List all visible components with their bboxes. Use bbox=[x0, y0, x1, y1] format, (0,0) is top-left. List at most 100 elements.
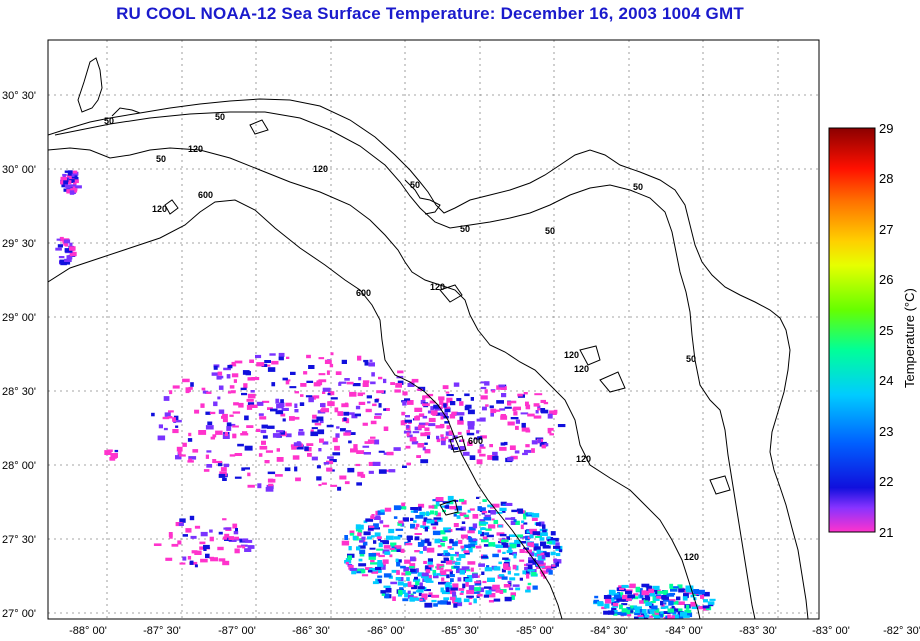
contour-label: 600 bbox=[198, 190, 213, 200]
sst-pixel bbox=[662, 599, 670, 602]
sst-pixel bbox=[413, 509, 418, 513]
sst-pixel bbox=[281, 407, 289, 411]
sst-pixel bbox=[393, 536, 401, 540]
sst-pixel bbox=[527, 536, 532, 539]
sst-pixel bbox=[476, 496, 480, 499]
sst-pixel bbox=[532, 560, 537, 565]
sst-pixel bbox=[622, 599, 629, 602]
sst-pixel bbox=[247, 484, 255, 488]
sst-pixel bbox=[490, 413, 494, 417]
sst-pixel bbox=[470, 540, 478, 545]
sst-pixel bbox=[508, 546, 512, 551]
sst-pixel bbox=[445, 587, 450, 592]
sst-pixel bbox=[490, 510, 496, 515]
sst-pixel bbox=[203, 469, 210, 472]
sst-pixel bbox=[485, 404, 489, 407]
sst-pixel bbox=[406, 424, 410, 429]
sst-pixel bbox=[349, 532, 354, 536]
sst-pixel bbox=[493, 519, 499, 524]
sst-pixel bbox=[361, 574, 369, 577]
sst-pixel bbox=[488, 542, 496, 547]
sst-pixel bbox=[619, 604, 623, 610]
sst-pixel bbox=[644, 612, 648, 616]
sst-pixel bbox=[396, 559, 402, 563]
sst-pixel bbox=[464, 552, 470, 555]
sst-pixel bbox=[177, 540, 182, 545]
contour-label: 120 bbox=[313, 164, 328, 174]
sst-pixel bbox=[402, 465, 407, 468]
sst-pixel bbox=[424, 602, 433, 608]
sst-pixel bbox=[376, 569, 382, 573]
sst-pixel bbox=[424, 442, 428, 445]
sst-pixel bbox=[361, 392, 366, 395]
sst-pixel bbox=[221, 415, 227, 419]
sst-pixel bbox=[158, 424, 163, 429]
lon-label: -86° 30' bbox=[292, 625, 330, 637]
sst-pixel bbox=[506, 549, 513, 554]
sst-pixel bbox=[510, 592, 516, 597]
sst-pixel bbox=[344, 535, 348, 540]
sst-pixel bbox=[477, 436, 483, 440]
sst-pixel bbox=[684, 609, 692, 614]
sst-pixel bbox=[328, 401, 335, 407]
sst-pixel bbox=[318, 448, 322, 452]
sst-pixel bbox=[400, 420, 406, 426]
sst-pixel bbox=[504, 558, 511, 562]
sst-pixel bbox=[458, 554, 466, 559]
sst-pixel bbox=[467, 509, 471, 513]
sst-pixel bbox=[528, 557, 533, 561]
sst-pixel bbox=[432, 530, 441, 536]
sst-pixel bbox=[414, 550, 420, 553]
sst-pixel bbox=[334, 445, 340, 451]
sst-pixel bbox=[442, 536, 448, 541]
sst-pixel bbox=[449, 554, 457, 557]
sst-pixel bbox=[377, 510, 385, 515]
sst-pixel bbox=[379, 520, 384, 524]
sst-pixel bbox=[175, 425, 179, 428]
sst-pixel bbox=[329, 363, 334, 368]
sst-pixel bbox=[481, 571, 485, 575]
sst-pixel bbox=[509, 552, 514, 555]
lat-label: 27° 30' bbox=[2, 534, 36, 546]
contour-label: 50 bbox=[460, 224, 470, 234]
sst-pixel bbox=[541, 555, 546, 560]
sst-pixel bbox=[491, 518, 495, 521]
sst-pixel bbox=[398, 520, 404, 524]
sst-pixel bbox=[427, 558, 433, 563]
sst-pixel bbox=[454, 554, 462, 557]
sst-pixel bbox=[348, 440, 352, 444]
sst-pixel bbox=[242, 431, 248, 434]
sst-pixel bbox=[413, 520, 417, 523]
sst-pixel bbox=[311, 419, 319, 423]
sst-pixel bbox=[234, 536, 239, 540]
coastline-bay-2 bbox=[111, 107, 141, 117]
sst-pixel bbox=[349, 567, 358, 571]
sst-pixel bbox=[229, 414, 234, 417]
sst-pixel bbox=[396, 570, 400, 575]
sst-pixel bbox=[671, 615, 675, 619]
sst-pixel bbox=[424, 427, 430, 431]
sst-pixel bbox=[450, 587, 458, 591]
sst-pixel bbox=[282, 377, 288, 381]
sst-pixel bbox=[428, 423, 436, 427]
sst-pixel bbox=[446, 560, 453, 565]
sst-pixel bbox=[685, 604, 690, 610]
sst-pixel bbox=[353, 444, 358, 449]
sst-pixel bbox=[531, 448, 535, 453]
sst-pixel bbox=[443, 597, 450, 600]
sst-pixel bbox=[316, 465, 321, 469]
sst-pixel bbox=[482, 536, 488, 540]
sst-pixel bbox=[411, 378, 419, 383]
sst-pixel bbox=[205, 553, 210, 559]
sst-pixel bbox=[427, 561, 433, 565]
sst-pixel bbox=[534, 393, 543, 396]
sst-pixel bbox=[647, 615, 653, 618]
sst-pixel bbox=[448, 500, 454, 504]
sst-pixel bbox=[324, 359, 332, 364]
sst-pixel bbox=[484, 532, 490, 536]
sst-pixel bbox=[376, 536, 382, 540]
sst-pixel bbox=[285, 402, 292, 407]
lon-label: -87° 00' bbox=[218, 625, 256, 637]
sst-pixel bbox=[259, 416, 267, 420]
sst-pixel bbox=[430, 406, 434, 411]
